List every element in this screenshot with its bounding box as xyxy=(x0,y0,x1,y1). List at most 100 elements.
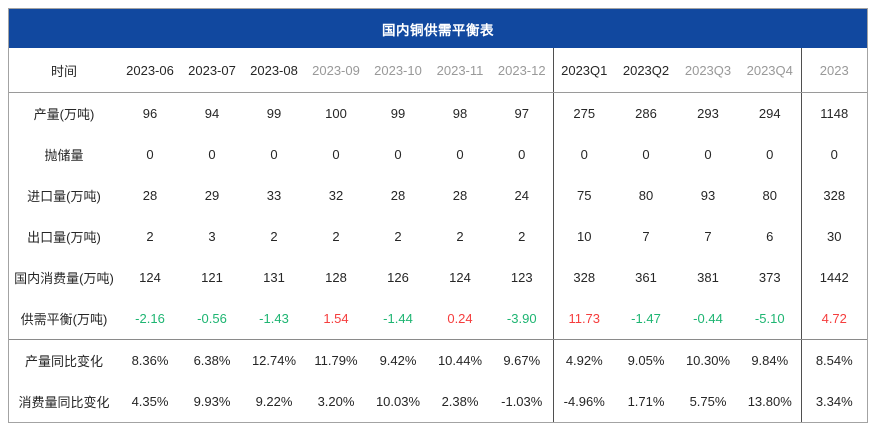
cell: 0 xyxy=(642,147,650,162)
cell: 0 xyxy=(456,147,464,162)
cell: 2 xyxy=(491,216,554,257)
cell: 99 xyxy=(390,106,406,121)
cell: 7 xyxy=(642,229,650,244)
cell: 93 xyxy=(700,188,716,203)
cell: 4.35% xyxy=(131,394,169,409)
cell: 126 xyxy=(387,270,409,285)
column-header: 2023Q2 xyxy=(615,48,677,93)
cell: 0 xyxy=(704,147,712,162)
cell: 294 xyxy=(739,92,802,134)
row-label: 进口量(万吨) xyxy=(27,189,101,204)
cell: 24 xyxy=(491,175,554,216)
cell: 80 xyxy=(638,188,654,203)
cell: 9.05% xyxy=(627,353,665,368)
table-row: 国内消费量(万吨) 124 121 131 128 126 124 123 328 361 381 3… xyxy=(9,257,867,298)
column-header: 2023 xyxy=(801,48,867,93)
table-row: 出口量(万吨) 2 3 2 2 2 2 2 10 7 7 6 30 xyxy=(9,216,867,257)
cell: 10 xyxy=(577,229,592,244)
cell: 275 xyxy=(573,106,596,121)
table-row: 抛储量 0 0 0 0 0 0 0 0 0 0 0 0 xyxy=(9,134,867,175)
cell: 9.22% xyxy=(255,394,293,409)
column-header: 2023-09 xyxy=(305,48,367,93)
cell: 0.24 xyxy=(429,298,491,340)
cell: 3 xyxy=(208,229,216,244)
row-label: 抛储量 xyxy=(44,148,84,163)
cell: 13.80% xyxy=(739,381,802,422)
cell: -1.03% xyxy=(491,381,554,422)
column-header: 2023-10 xyxy=(367,48,429,93)
cell: 5.75% xyxy=(689,394,727,409)
cell: 2 xyxy=(394,229,402,244)
cell: 1148 xyxy=(820,106,849,121)
cell: 32 xyxy=(328,188,344,203)
cell: -3.90 xyxy=(491,298,554,340)
cell: 9.42% xyxy=(379,353,417,368)
cell: 0 xyxy=(394,147,402,162)
cell: 100 xyxy=(325,106,347,121)
column-header: 2023Q1 xyxy=(553,48,615,93)
cell: -0.56 xyxy=(181,298,243,340)
cell: 4.72 xyxy=(801,298,867,340)
table-row: 供需平衡(万吨) -2.16 -0.56 -1.43 1.54 -1.44 0.24 -3.9… xyxy=(9,298,867,340)
cell: 0 xyxy=(491,134,554,175)
column-header: 2023Q4 xyxy=(739,48,802,93)
cell: 0 xyxy=(580,147,588,162)
cell: 96 xyxy=(142,106,158,121)
cell: 8.54% xyxy=(815,353,853,368)
cell: 123 xyxy=(491,257,554,298)
cell: 97 xyxy=(491,92,554,134)
cell: 1442 xyxy=(819,270,849,285)
row-label: 出口量(万吨) xyxy=(27,230,101,245)
cell: 10.44% xyxy=(437,353,483,368)
cell: 0 xyxy=(830,147,838,162)
cell: 293 xyxy=(697,106,719,121)
cell: 328 xyxy=(823,188,846,203)
column-header: 2023-12 xyxy=(491,48,554,93)
cell: 30 xyxy=(827,229,842,244)
cell: 3.34% xyxy=(815,394,853,409)
cell: 0 xyxy=(146,147,154,162)
cell: 124 xyxy=(139,270,161,285)
cell: 75 xyxy=(577,188,592,203)
cell: -1.47 xyxy=(615,298,677,340)
cell: 2.38% xyxy=(441,394,479,409)
cell: 6 xyxy=(739,216,802,257)
cell: -2.16 xyxy=(119,298,181,340)
table-header-row: 时间 2023-06 2023-07 2023-08 2023-09 2023-10 202… xyxy=(9,48,867,93)
table-row: 消费量同比变化 4.35% 9.93% 9.22% 3.20% 10.03% 2.38% -1… xyxy=(9,381,867,422)
cell: -1.44 xyxy=(367,298,429,340)
row-label: 供需平衡(万吨) xyxy=(9,298,119,340)
cell: 11.79% xyxy=(314,353,358,368)
column-header: 2023-07 xyxy=(181,48,243,93)
cell: 7 xyxy=(704,229,712,244)
cell: 94 xyxy=(204,106,220,121)
cell: 9.93% xyxy=(193,394,231,409)
cell: 361 xyxy=(635,270,657,285)
cell: -5.10 xyxy=(739,298,802,340)
cell: 0 xyxy=(270,147,278,162)
cell: 131 xyxy=(263,270,285,285)
cell: 286 xyxy=(635,106,657,121)
cell: 0 xyxy=(332,147,340,162)
cell: 10.30% xyxy=(685,353,731,368)
row-label: 产量同比变化 xyxy=(24,354,103,369)
table-row: 产量同比变化 8.36% 6.38% 12.74% 11.79% 9.42% 10.44% 9… xyxy=(9,339,867,381)
cell: 29 xyxy=(204,188,220,203)
table-row: 进口量(万吨) 28 29 33 32 28 28 24 75 80 93 80 328 xyxy=(9,175,867,216)
cell: 381 xyxy=(697,270,719,285)
cell: 99 xyxy=(266,106,282,121)
cell: 28 xyxy=(142,188,158,203)
row-label: 国内消费量(万吨) xyxy=(14,271,114,286)
cell: 12.74% xyxy=(251,353,297,368)
cell: 121 xyxy=(201,270,223,285)
column-header: 2023-08 xyxy=(243,48,305,93)
table-title: 国内铜供需平衡表 xyxy=(9,9,867,48)
balance-table-panel: 国内铜供需平衡表 时间 2023-06 2023-07 2023-08 2023-09 2… xyxy=(8,8,868,423)
cell: 1.54 xyxy=(305,298,367,340)
supply-demand-table: 时间 2023-06 2023-07 2023-08 2023-09 2023-10 202… xyxy=(9,48,867,422)
cell: 0 xyxy=(739,134,802,175)
cell: 2 xyxy=(456,229,464,244)
cell: 9.84% xyxy=(739,339,802,381)
cell: 8.36% xyxy=(131,353,169,368)
cell: 98 xyxy=(452,106,468,121)
